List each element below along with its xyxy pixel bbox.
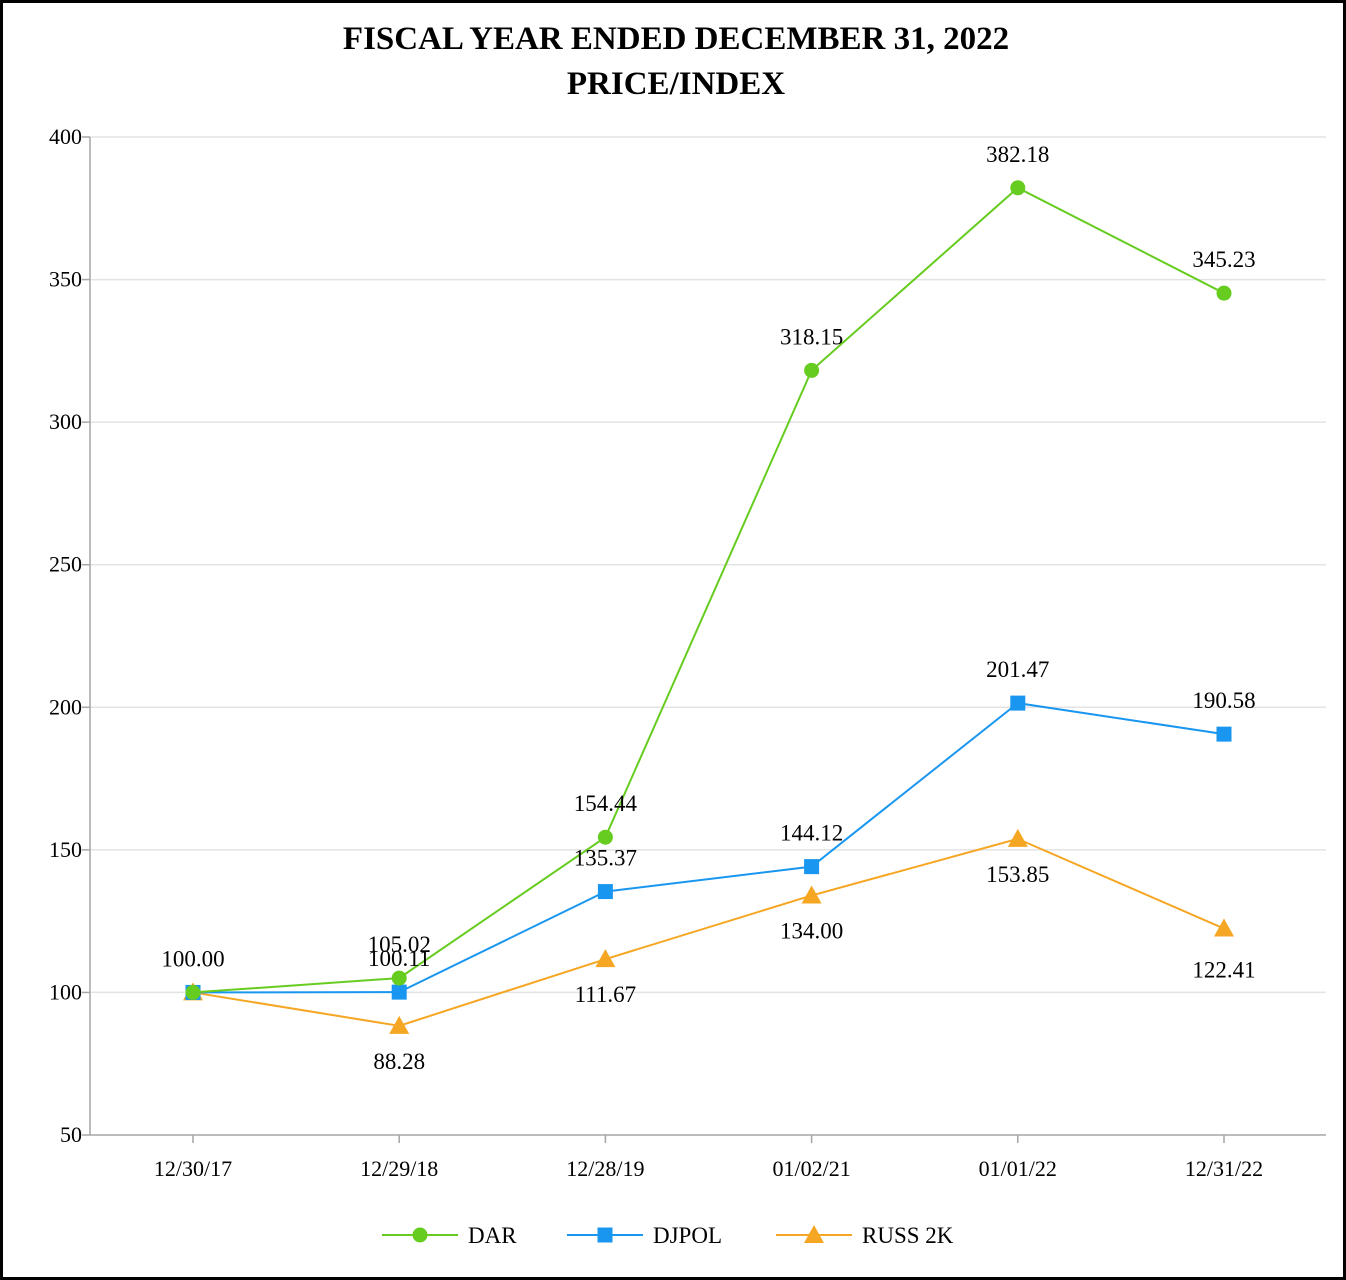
data-point-russ-2k <box>1007 828 1028 847</box>
data-label-russ-2k: 153.85 <box>986 862 1049 887</box>
legend-marker <box>597 1227 613 1243</box>
legend: DAR DJPOL RUSS 2K <box>382 1223 954 1248</box>
data-label-djpol: 100.11 <box>368 946 430 971</box>
data-point-dar <box>597 829 613 845</box>
data-point-russ-2k <box>389 1015 410 1034</box>
data-point-dar <box>391 970 407 986</box>
data-label-dar: 105.02 <box>368 932 431 957</box>
x-tick-label: 01/01/22 <box>979 1156 1057 1181</box>
y-tick-label: 100 <box>49 979 82 1004</box>
chart-title: FISCAL YEAR ENDED DECEMBER 31, 2022 <box>342 21 1010 57</box>
data-labels: 100.00 105.02 154.44 318.15 382.18 345.23 100.… <box>161 142 1255 1074</box>
data-point-djpol <box>1216 726 1232 742</box>
data-label-russ-2k: 111.67 <box>575 982 637 1007</box>
legend-label: DAR <box>468 1223 517 1248</box>
data-label-russ-2k: 88.28 <box>373 1049 425 1074</box>
data-point-djpol <box>1010 695 1026 711</box>
y-tick-label: 300 <box>49 409 82 434</box>
data-label-dar: 100.00 <box>161 946 224 971</box>
x-tick-label: 01/02/21 <box>772 1156 850 1181</box>
legend-item-russ-2k: RUSS 2K <box>776 1223 954 1248</box>
data-label-djpol: 135.37 <box>574 846 637 871</box>
series <box>183 180 1234 1034</box>
x-tick-label: 12/28/19 <box>566 1156 644 1181</box>
data-label-dar: 318.15 <box>780 324 843 349</box>
data-label-russ-2k: 134.00 <box>780 918 843 943</box>
data-point-dar <box>185 984 201 1000</box>
y-tick-label: 350 <box>49 267 82 292</box>
data-point-djpol <box>804 859 820 875</box>
x-tick-label: 12/31/22 <box>1185 1156 1263 1181</box>
data-label-djpol: 190.58 <box>1192 688 1255 713</box>
legend-item-djpol: DJPOL <box>567 1223 722 1248</box>
data-point-djpol <box>597 884 613 900</box>
data-label-dar: 154.44 <box>574 791 638 816</box>
data-point-russ-2k <box>1214 918 1234 937</box>
series-line-djpol <box>192 702 1225 994</box>
data-label-dar: 345.23 <box>1192 247 1255 272</box>
legend-item-dar: DAR <box>382 1223 517 1248</box>
data-point-dar <box>1216 285 1232 301</box>
axes: 50 100 150 200 250 300 350 400 12/30/17 12/29/18 1… <box>49 124 1326 1181</box>
y-tick-label: 200 <box>49 694 82 719</box>
data-point-dar <box>1010 180 1026 196</box>
gridlines <box>90 136 1326 994</box>
series-line-russ-2k <box>192 837 1225 1027</box>
chart-subtitle: PRICE/INDEX <box>566 66 786 102</box>
y-tick-label: 400 <box>49 124 82 149</box>
y-tick-label: 150 <box>49 837 82 862</box>
data-label-dar: 382.18 <box>986 142 1049 167</box>
legend-marker <box>804 1225 824 1243</box>
legend-label: RUSS 2K <box>862 1223 954 1248</box>
data-point-russ-2k <box>801 885 822 904</box>
data-label-russ-2k: 122.41 <box>1192 958 1255 983</box>
data-label-djpol: 201.47 <box>986 657 1049 682</box>
series-line-dar <box>192 186 1225 994</box>
x-tick-label: 12/30/17 <box>154 1156 232 1181</box>
x-tick-label: 12/29/18 <box>360 1156 438 1181</box>
data-point-djpol <box>391 984 407 1000</box>
data-label-djpol: 144.12 <box>780 821 843 846</box>
legend-label: DJPOL <box>653 1223 722 1248</box>
y-tick-label: 50 <box>60 1122 82 1147</box>
y-tick-label: 250 <box>49 552 82 577</box>
data-point-russ-2k <box>595 949 616 968</box>
legend-marker <box>412 1227 428 1243</box>
data-point-dar <box>804 362 820 378</box>
